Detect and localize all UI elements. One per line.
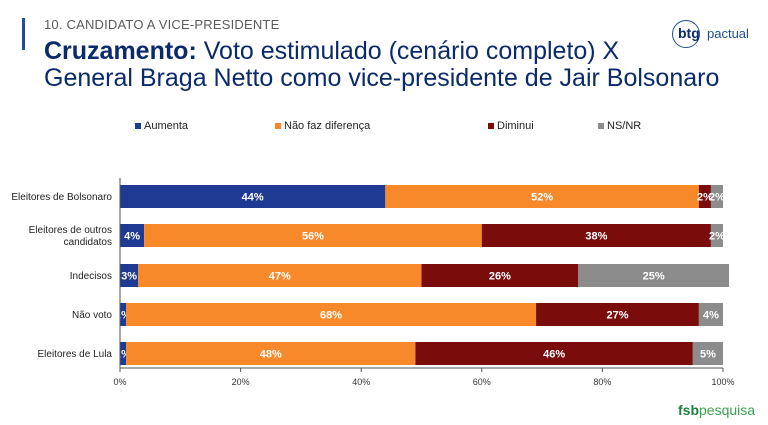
data-label: 52% [531, 192, 553, 204]
bar-segment [120, 342, 127, 365]
bar-segment [692, 342, 723, 365]
data-label: 2% [709, 231, 725, 243]
bar-segment [120, 224, 145, 247]
accent-bar [22, 18, 25, 50]
data-label: 44% [242, 192, 264, 204]
title-bold: Cruzamento: [44, 37, 197, 65]
data-label: 4% [703, 310, 719, 322]
bar-segment [421, 264, 579, 287]
bar-segment [126, 342, 416, 365]
bar-segment [698, 303, 723, 326]
data-label: 27% [606, 310, 628, 322]
bar-segment [385, 185, 699, 208]
x-tick-label: 40% [352, 377, 370, 387]
bar-segment [120, 185, 386, 208]
legend-swatch [598, 123, 604, 129]
category-label-line: Eleitores de Bolsonaro [11, 192, 112, 203]
btg-pactual-logo: btg pactual [672, 20, 762, 50]
data-label: 38% [585, 231, 607, 243]
legend-swatch [488, 123, 494, 129]
category-label-line: Não voto [72, 310, 112, 321]
bar-segment [415, 342, 693, 365]
bar-segment [710, 185, 723, 208]
data-label: 47% [269, 271, 291, 283]
bar-segment [120, 303, 127, 326]
x-tick-label: 60% [473, 377, 491, 387]
legend-label: Não faz diferença [284, 120, 371, 132]
x-tick-label: 80% [593, 377, 611, 387]
bar-segment [120, 264, 139, 287]
category-label: Indecisos [70, 271, 112, 282]
logo-btg-text: btg [678, 25, 700, 41]
logo-pactual-text: pactual [707, 26, 749, 41]
x-tick-label: 20% [232, 377, 250, 387]
legend-label: Aumenta [144, 120, 189, 132]
bar-segment [578, 264, 730, 287]
logo-ring [672, 20, 700, 48]
data-label: 2% [697, 192, 713, 204]
legend-label: Diminui [497, 120, 534, 132]
data-label: 26% [489, 271, 511, 283]
bar-segment [536, 303, 699, 326]
title-line2: General Braga Netto como vice-presidente… [44, 64, 720, 92]
data-label: 46% [543, 349, 565, 361]
category-label: Não voto [72, 310, 112, 321]
logo-pesquisa-text: pesquisa [699, 402, 756, 418]
fsb-pesquisa-logo: fsbpesquisa [678, 402, 755, 418]
legend-label: NS/NR [607, 120, 641, 132]
data-label: 3% [121, 271, 137, 283]
page-title: Cruzamento: Voto estimulado (cenário com… [44, 38, 719, 92]
data-label: 25% [643, 271, 665, 283]
bar-segment [138, 264, 422, 287]
data-label: 48% [260, 349, 282, 361]
data-label: 5% [700, 349, 716, 361]
data-label: 56% [302, 231, 324, 243]
x-tick-label: 100% [711, 377, 734, 387]
data-label: 2% [709, 192, 725, 204]
category-label: Eleitores de outros candidatos [29, 225, 112, 248]
bar-segment [698, 185, 711, 208]
bar-segment [126, 303, 537, 326]
legend-swatch [275, 123, 281, 129]
legend-swatch [135, 123, 141, 129]
data-label: 68% [320, 310, 342, 322]
data-label: 4% [124, 231, 140, 243]
x-tick-label: 0% [113, 377, 126, 387]
category-label: Eleitores de Lula [38, 349, 113, 360]
section-label: 10. CANDIDATO A VICE-PRESIDENTE [44, 17, 280, 32]
bar-segment [144, 224, 482, 247]
category-label-line: Indecisos [70, 271, 112, 282]
logo-fsb-text: fsb [678, 402, 699, 418]
bar-segment [481, 224, 711, 247]
category-label-line: Eleitores de Lula [38, 349, 113, 360]
category-label-line: candidatos [64, 237, 112, 248]
category-label: Eleitores de Bolsonaro [11, 192, 112, 203]
title-line1: Voto estimulado (cenário completo) X [196, 37, 620, 65]
bar-segment [710, 224, 723, 247]
category-label-line: Eleitores de outros [29, 225, 112, 236]
